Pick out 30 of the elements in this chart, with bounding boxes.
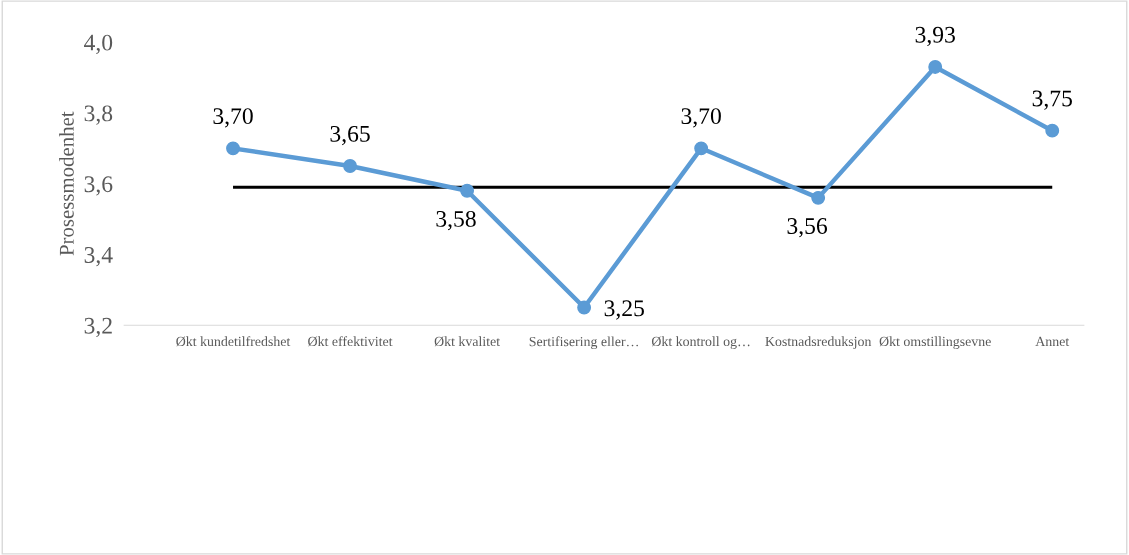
data-label: 3,93 [915,26,955,47]
point [811,190,826,205]
data-label: 3,70 [681,108,721,128]
x-tick-label: Annet [1035,336,1070,347]
data-label: 3,70 [213,108,253,128]
y-axis-title: Prosessmodenhet [59,111,74,256]
point [1045,123,1060,138]
point [343,159,358,173]
y-tick-label: 4,0 [84,34,113,54]
x-tick-label: Sertifisering eller… [529,336,638,350]
point [577,300,592,315]
y-tick-label: 3,8 [84,105,113,125]
y-tick-label: 3,6 [84,176,113,196]
y-tick-label: 3,2 [84,317,112,338]
y-tick-label: 3,4 [84,247,113,267]
x-tick-label: Økt kontroll og… [651,336,750,349]
data-label: 3,65 [330,125,370,146]
data-label: 3,75 [1032,90,1072,110]
point [928,60,943,74]
point [460,183,475,198]
data-label: 3,56 [787,218,828,238]
x-tick-label: Økt kvalitet [434,336,500,347]
data-label: 3,25 [604,300,644,320]
x-tick-label: Kostnadsreduksjon [765,336,872,349]
x-tick-label: Økt effektivitet [308,336,393,347]
point [226,141,240,156]
data-label: 3,58 [436,210,476,231]
x-tick-label: Økt kundetilfredshet [176,336,291,347]
x-tick-label: Økt omstillingsevne [879,336,991,349]
point [694,141,709,156]
